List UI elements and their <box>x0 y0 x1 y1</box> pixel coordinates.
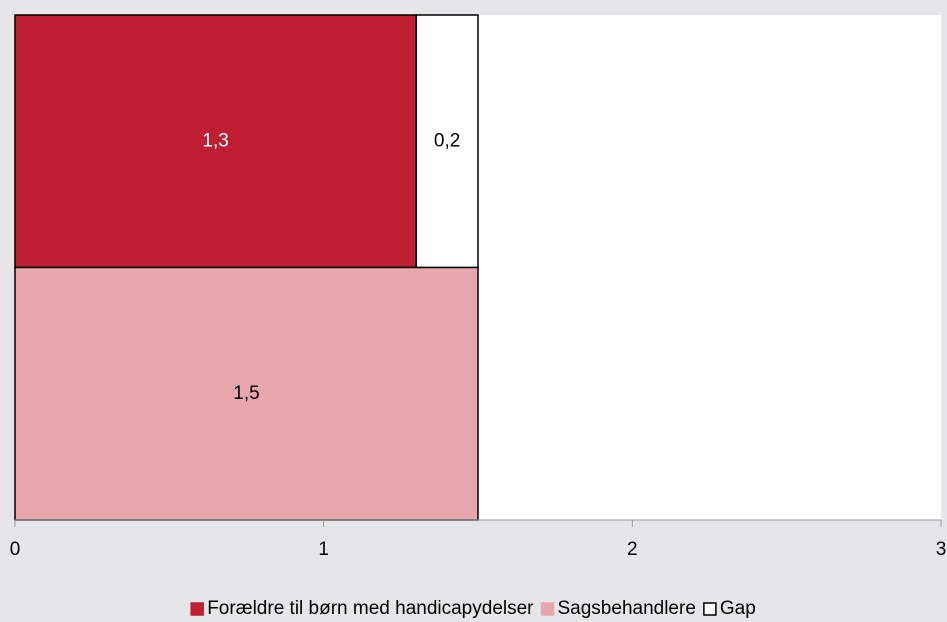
x-tick-label: 1 <box>318 539 329 560</box>
data-label: 1,3 <box>202 130 228 151</box>
bar <box>14 266 479 521</box>
legend-swatch <box>540 602 555 616</box>
legend-label: Gap <box>720 598 756 619</box>
data-label: 1,5 <box>233 383 259 404</box>
x-tick-label: 0 <box>10 539 21 560</box>
legend-swatch <box>190 602 204 616</box>
data-label: 0,2 <box>434 130 460 151</box>
x-tick-label: 3 <box>936 539 947 560</box>
x-tick-label: 2 <box>627 539 638 560</box>
legend-label: Forældre til børn med handicapydelser <box>207 598 534 619</box>
legend-swatch <box>703 602 717 616</box>
bar <box>415 14 479 269</box>
legend-label: Sagsbehandlere <box>558 598 696 619</box>
bar <box>14 14 418 269</box>
